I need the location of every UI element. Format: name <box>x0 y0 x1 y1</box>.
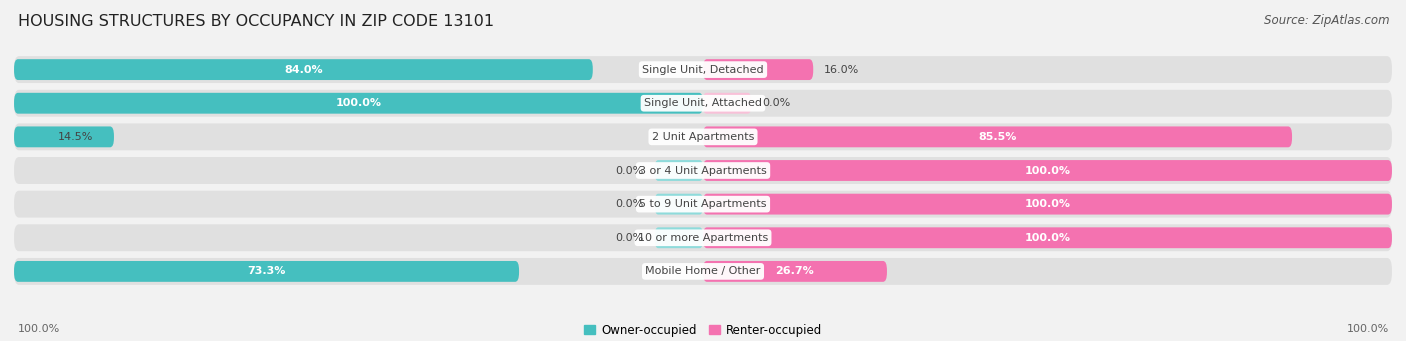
Text: 14.5%: 14.5% <box>58 132 93 142</box>
Text: 26.7%: 26.7% <box>776 266 814 277</box>
FancyBboxPatch shape <box>14 59 593 80</box>
Text: 0.0%: 0.0% <box>762 98 790 108</box>
Text: 100.0%: 100.0% <box>1025 233 1070 243</box>
FancyBboxPatch shape <box>14 191 1392 218</box>
Text: 16.0%: 16.0% <box>824 64 859 75</box>
FancyBboxPatch shape <box>703 227 1392 248</box>
Text: Source: ZipAtlas.com: Source: ZipAtlas.com <box>1264 14 1389 27</box>
Text: 0.0%: 0.0% <box>616 233 644 243</box>
FancyBboxPatch shape <box>655 227 703 248</box>
FancyBboxPatch shape <box>703 93 751 114</box>
FancyBboxPatch shape <box>14 56 1392 83</box>
FancyBboxPatch shape <box>14 224 1392 251</box>
Text: 10 or more Apartments: 10 or more Apartments <box>638 233 768 243</box>
Text: 3 or 4 Unit Apartments: 3 or 4 Unit Apartments <box>640 165 766 176</box>
FancyBboxPatch shape <box>14 127 114 147</box>
FancyBboxPatch shape <box>14 93 703 114</box>
Text: 0.0%: 0.0% <box>616 165 644 176</box>
FancyBboxPatch shape <box>703 194 1392 214</box>
FancyBboxPatch shape <box>703 160 1392 181</box>
FancyBboxPatch shape <box>14 258 1392 285</box>
FancyBboxPatch shape <box>703 59 813 80</box>
Text: 100.0%: 100.0% <box>336 98 381 108</box>
Text: 85.5%: 85.5% <box>979 132 1017 142</box>
FancyBboxPatch shape <box>703 127 1292 147</box>
FancyBboxPatch shape <box>703 261 887 282</box>
Text: 100.0%: 100.0% <box>18 324 60 334</box>
Text: 100.0%: 100.0% <box>1347 324 1389 334</box>
Text: Single Unit, Detached: Single Unit, Detached <box>643 64 763 75</box>
Text: 73.3%: 73.3% <box>247 266 285 277</box>
Legend: Owner-occupied, Renter-occupied: Owner-occupied, Renter-occupied <box>579 319 827 341</box>
Text: 84.0%: 84.0% <box>284 64 323 75</box>
FancyBboxPatch shape <box>14 261 519 282</box>
Text: 100.0%: 100.0% <box>1025 165 1070 176</box>
Text: 0.0%: 0.0% <box>616 199 644 209</box>
Text: HOUSING STRUCTURES BY OCCUPANCY IN ZIP CODE 13101: HOUSING STRUCTURES BY OCCUPANCY IN ZIP C… <box>18 14 495 29</box>
Text: 100.0%: 100.0% <box>1025 199 1070 209</box>
FancyBboxPatch shape <box>14 123 1392 150</box>
Text: 2 Unit Apartments: 2 Unit Apartments <box>652 132 754 142</box>
Text: Single Unit, Attached: Single Unit, Attached <box>644 98 762 108</box>
Text: 5 to 9 Unit Apartments: 5 to 9 Unit Apartments <box>640 199 766 209</box>
FancyBboxPatch shape <box>655 160 703 181</box>
Text: Mobile Home / Other: Mobile Home / Other <box>645 266 761 277</box>
FancyBboxPatch shape <box>655 194 703 214</box>
FancyBboxPatch shape <box>14 157 1392 184</box>
FancyBboxPatch shape <box>14 90 1392 117</box>
